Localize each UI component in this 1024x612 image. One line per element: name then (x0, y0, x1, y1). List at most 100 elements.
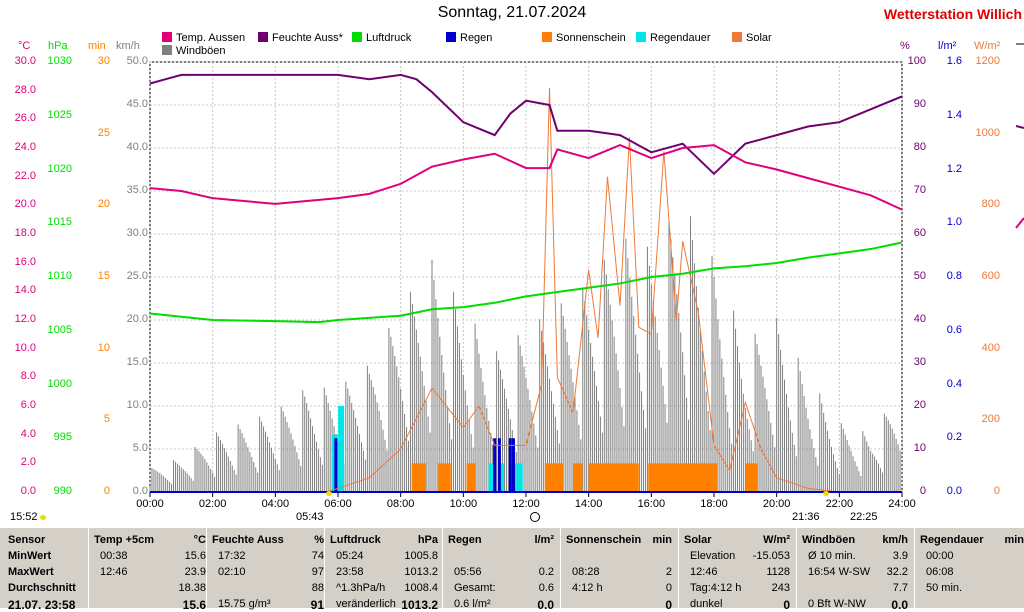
cell-value: 1128 (766, 566, 790, 578)
temp-continuation (1015, 217, 1024, 229)
cell-detail: 12:46 (100, 566, 128, 578)
station-name[interactable]: Wetterstation Willich (883, 6, 1022, 22)
y-tick-wind: 30.0 (126, 227, 148, 239)
column-separator (560, 528, 561, 608)
legend-item: Regendauer (636, 32, 711, 44)
y-tick-humidity: 100 (907, 55, 926, 67)
cell-detail: 05:24 (336, 550, 364, 562)
legend-swatch (352, 32, 362, 42)
y-tick-temp: 30.0 (14, 55, 36, 67)
axis-unit-temp: °C (18, 40, 31, 52)
y-tick-pressure: 1025 (47, 108, 72, 121)
cell-detail: 05:56 (454, 566, 482, 578)
legend-item: Sonnenschein (542, 32, 626, 44)
cell-value: 1005.8 (404, 550, 438, 562)
cell-value: 32.2 (886, 566, 908, 578)
axis-unit-solar: W/m² (974, 40, 1001, 52)
y-tick-rain: 0.8 (946, 270, 962, 282)
x-tick-label: 24:00 (888, 498, 916, 510)
y-tick-minutes: 0 (103, 485, 110, 497)
sonnenschein-bar (573, 463, 583, 492)
column-unit: % (314, 534, 324, 546)
sonnenschein-bar (466, 463, 476, 492)
x-tick-label: 22:00 (825, 498, 854, 510)
y-tick-minutes: 10 (97, 341, 110, 354)
cell-value: 0 (783, 598, 790, 612)
sun-icon (40, 515, 46, 520)
x-tick-label: 00:00 (136, 498, 164, 510)
y-tick-rain: 0.4 (946, 377, 962, 390)
y-tick-rain: 1.4 (946, 108, 962, 121)
cell-detail: 06:08 (926, 566, 954, 578)
column-separator (88, 528, 89, 608)
y-tick-temp: 26.0 (14, 112, 36, 125)
cell-value: 91 (310, 598, 324, 612)
y-tick-temp: 10.0 (14, 341, 36, 354)
regendauer-bar (488, 463, 495, 492)
regen-bar (497, 438, 501, 492)
y-tick-rain: 0.6 (946, 323, 962, 336)
sonnenschein-bar (648, 463, 718, 492)
y-tick-solar: 400 (981, 341, 1000, 354)
legend-label: Solar (746, 32, 772, 44)
y-tick-temp: 14.0 (14, 284, 36, 297)
column-unit: W/m² (763, 534, 790, 546)
y-tick-minutes: 5 (103, 413, 110, 426)
cell-value: 97 (311, 566, 324, 578)
sunset-icon (823, 491, 829, 496)
cell-value: -15.053 (752, 550, 790, 562)
y-tick-wind: 25.0 (126, 270, 148, 282)
y-tick-temp: 28.0 (14, 83, 36, 96)
cell-detail: 4:12 h (572, 582, 603, 594)
axis-unit-pressure: hPa (48, 40, 68, 52)
cell-value: 18.38 (178, 582, 206, 594)
cell-detail: 12:46 (690, 566, 718, 578)
legend-swatch (732, 32, 742, 42)
column-unit: l/m² (534, 534, 554, 546)
column-header: Windböen (802, 534, 856, 546)
cell-detail: Ø 10 min. (808, 550, 856, 562)
y-tick-humidity: 50 (913, 270, 926, 282)
sunset-time: 21:36 (792, 511, 820, 523)
y-tick-pressure: 1010 (47, 270, 72, 282)
y-tick-temp: 24.0 (14, 141, 36, 153)
y-tick-pressure: 990 (53, 485, 72, 497)
cell-value: 0.2 (538, 566, 554, 578)
sonnenschein-bar (745, 463, 758, 492)
column-header: Regendauer (920, 534, 984, 546)
legend-item: Regen (446, 32, 492, 44)
column-unit: km/h (882, 534, 908, 546)
legend-item: Luftdruck (352, 32, 411, 44)
clock-icon (530, 512, 540, 522)
y-tick-solar: 600 (981, 270, 1000, 282)
row-label: 21.07. 23:58 (8, 598, 76, 612)
x-tick-label: 10:00 (449, 498, 478, 510)
column-separator (678, 528, 679, 608)
cell-value: 2 (665, 566, 672, 578)
sonnenschein-bar (438, 463, 451, 492)
axis-unit-wind: km/h (116, 40, 140, 52)
y-tick-humidity: 30 (913, 356, 926, 368)
x-tick-label: 18:00 (700, 498, 728, 510)
sonnenschein-bar (411, 463, 426, 492)
y-tick-solar: 800 (981, 198, 1000, 211)
y-tick-rain: 0.0 (946, 485, 962, 497)
y-tick-pressure: 1030 (47, 55, 72, 67)
y-tick-humidity: 20 (913, 399, 926, 411)
y-tick-humidity: 40 (913, 313, 926, 325)
cell-value: 0.0 (537, 598, 554, 612)
y-tick-pressure: 1000 (47, 377, 72, 390)
legend-label: Windböen (176, 45, 226, 57)
y-tick-temp: 12.0 (14, 313, 36, 325)
y-tick-humidity: 80 (913, 141, 926, 153)
y-tick-rain: 0.2 (946, 431, 962, 444)
start-time: 15:52 (10, 511, 38, 523)
y-tick-rain: 1.6 (946, 55, 962, 67)
cell-detail: Tag:4:12 h (690, 582, 742, 594)
y-tick-wind: 40.0 (126, 141, 148, 153)
x-tick-label: 04:00 (261, 498, 290, 510)
y-tick-solar: 1200 (975, 55, 1000, 67)
cell-value: 0 (665, 582, 672, 594)
legend-swatch (636, 32, 646, 42)
x-tick-label: 02:00 (198, 498, 227, 510)
